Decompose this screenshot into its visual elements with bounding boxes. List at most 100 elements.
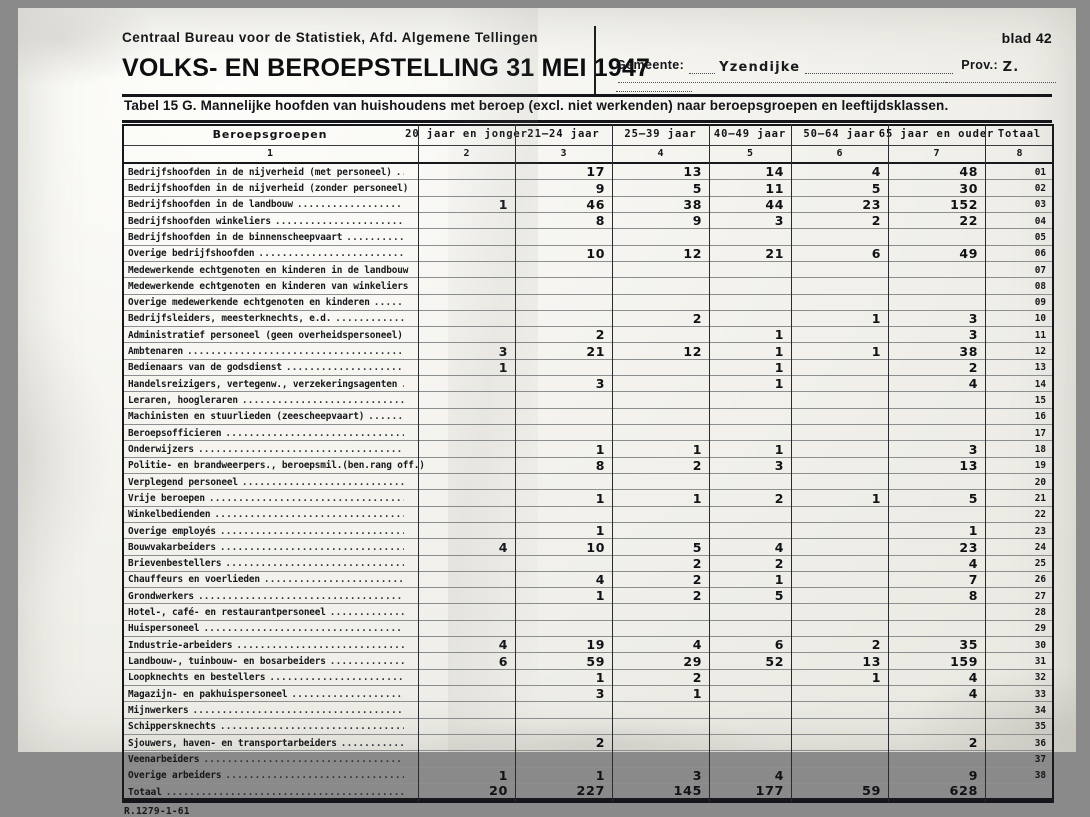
table-cell[interactable]: [709, 278, 791, 294]
table-cell[interactable]: 1: [595, 490, 605, 506]
municipality-value[interactable]: Yzendijke: [719, 60, 801, 75]
table-cell[interactable]: [985, 702, 1054, 718]
table-cell[interactable]: [791, 327, 888, 343]
table-cell[interactable]: [418, 556, 515, 572]
table-cell[interactable]: 38: [959, 343, 978, 359]
table-cell[interactable]: 19: [586, 637, 605, 653]
table-cell[interactable]: [418, 572, 515, 588]
table-cell[interactable]: 9: [595, 180, 605, 196]
table-cell[interactable]: 4: [498, 637, 508, 653]
table-cell[interactable]: [418, 458, 515, 474]
table-cell[interactable]: 2: [692, 572, 702, 588]
table-cell[interactable]: [791, 735, 888, 751]
table-cell[interactable]: 1: [692, 441, 702, 457]
table-cell[interactable]: 1: [774, 343, 784, 359]
table-cell[interactable]: 2: [692, 457, 702, 473]
table-cell[interactable]: [515, 621, 612, 637]
table-cell[interactable]: [612, 376, 709, 392]
table-cell[interactable]: 2: [968, 735, 978, 751]
table-cell[interactable]: [612, 507, 709, 523]
table-cell[interactable]: [985, 490, 1054, 506]
table-cell[interactable]: 3: [774, 457, 784, 473]
table-cell[interactable]: [418, 670, 515, 686]
table-cell[interactable]: [418, 180, 515, 196]
table-cell[interactable]: 1: [871, 343, 881, 359]
table-cell[interactable]: [791, 621, 888, 637]
blank-dotted-line-left[interactable]: [618, 82, 1038, 83]
table-cell[interactable]: [791, 409, 888, 425]
table-cell[interactable]: [888, 621, 985, 637]
table-cell[interactable]: [985, 311, 1054, 327]
table-cell[interactable]: [612, 621, 709, 637]
table-cell[interactable]: 9: [692, 213, 702, 229]
table-cell[interactable]: [791, 768, 888, 784]
table-cell[interactable]: [791, 572, 888, 588]
table-cell[interactable]: [985, 751, 1054, 767]
table-cell[interactable]: [985, 572, 1054, 588]
table-cell[interactable]: [612, 295, 709, 311]
table-cell[interactable]: [418, 490, 515, 506]
table-cell[interactable]: 6: [774, 637, 784, 653]
table-cell[interactable]: 59: [586, 653, 605, 669]
table-cell[interactable]: 1: [498, 767, 508, 783]
table-cell[interactable]: [791, 278, 888, 294]
table-cell[interactable]: [985, 262, 1054, 278]
table-cell[interactable]: [985, 229, 1054, 245]
table-cell[interactable]: 30: [959, 180, 978, 196]
table-cell[interactable]: [985, 213, 1054, 229]
table-cell[interactable]: 2: [692, 311, 702, 327]
table-cell[interactable]: 10: [586, 245, 605, 261]
table-cell[interactable]: [418, 441, 515, 457]
table-cell[interactable]: [418, 702, 515, 718]
table-cell[interactable]: [418, 604, 515, 620]
table-cell[interactable]: [612, 751, 709, 767]
table-cell[interactable]: 1: [595, 767, 605, 783]
table-cell[interactable]: [888, 278, 985, 294]
table-cell[interactable]: [888, 425, 985, 441]
table-cell[interactable]: 11: [765, 180, 784, 196]
table-cell[interactable]: [985, 507, 1054, 523]
table-cell[interactable]: [791, 702, 888, 718]
table-cell[interactable]: 1: [595, 588, 605, 604]
table-cell[interactable]: [612, 278, 709, 294]
table-cell[interactable]: 1: [871, 490, 881, 506]
table-cell[interactable]: [985, 278, 1054, 294]
table-cell[interactable]: 6: [871, 245, 881, 261]
table-cell[interactable]: 2: [595, 735, 605, 751]
table-cell[interactable]: [418, 392, 515, 408]
table-cell[interactable]: 1: [968, 523, 978, 539]
table-cell[interactable]: 1: [774, 327, 784, 343]
table-cell[interactable]: [612, 425, 709, 441]
province-value[interactable]: Z.: [1002, 60, 1020, 75]
table-cell[interactable]: 1: [595, 670, 605, 685]
table-cell[interactable]: [985, 180, 1054, 196]
table-cell[interactable]: [888, 295, 985, 311]
table-cell[interactable]: [791, 604, 888, 620]
table-cell[interactable]: [515, 360, 612, 376]
table-cell[interactable]: 14: [765, 164, 784, 180]
table-cell[interactable]: 5: [871, 180, 881, 196]
table-cell[interactable]: [985, 539, 1054, 555]
table-cell[interactable]: 3: [692, 767, 702, 783]
table-cell[interactable]: [418, 164, 515, 180]
table-cell[interactable]: [791, 588, 888, 604]
table-cell[interactable]: 4: [774, 539, 784, 555]
table-cell[interactable]: 4: [595, 572, 605, 588]
table-cell[interactable]: [418, 686, 515, 702]
table-cell[interactable]: [985, 425, 1054, 441]
table-cell[interactable]: 13: [862, 653, 881, 669]
table-cell[interactable]: [888, 229, 985, 245]
table-cell[interactable]: 38: [683, 196, 702, 212]
table-cell[interactable]: 159: [950, 653, 978, 669]
table-cell[interactable]: [888, 604, 985, 620]
table-cell[interactable]: [985, 637, 1054, 653]
table-cell[interactable]: 5: [692, 539, 702, 555]
table-cell[interactable]: [791, 392, 888, 408]
table-cell[interactable]: 13: [683, 164, 702, 180]
table-cell[interactable]: 1: [871, 311, 881, 327]
table-cell[interactable]: 12: [683, 343, 702, 359]
table-cell[interactable]: 4: [498, 539, 508, 555]
table-cell[interactable]: 48: [959, 164, 978, 180]
table-cell[interactable]: 52: [765, 653, 784, 669]
table-cell[interactable]: [985, 458, 1054, 474]
